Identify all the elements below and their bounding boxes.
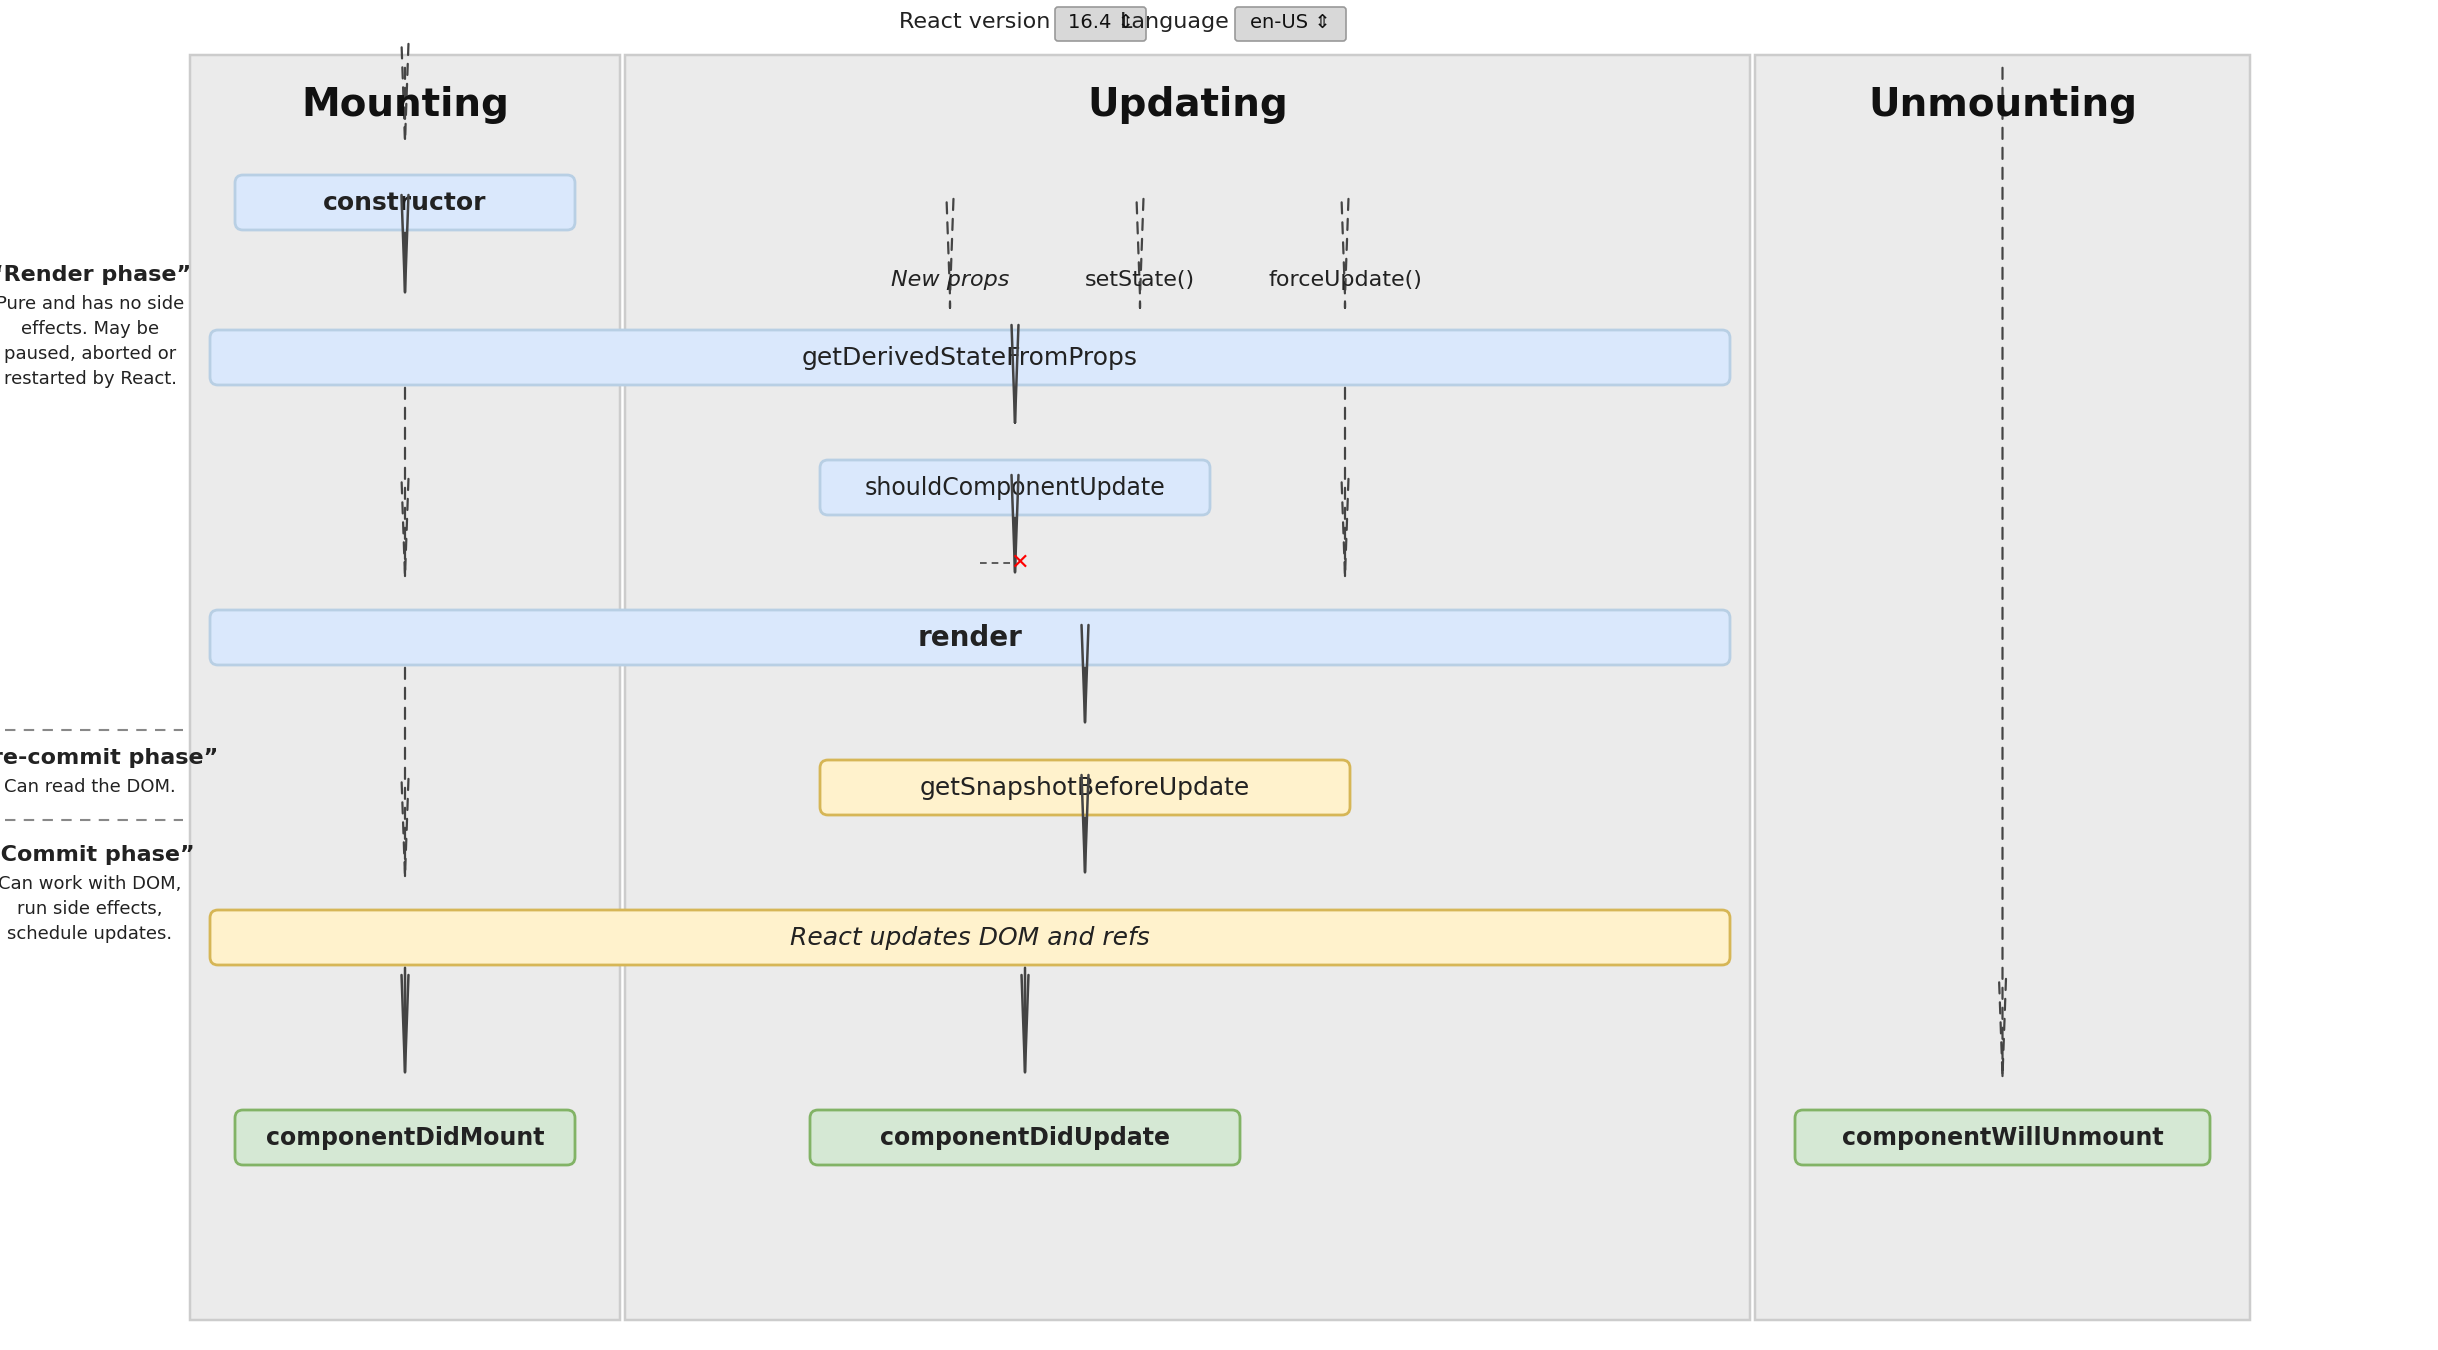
FancyBboxPatch shape <box>624 55 1750 1320</box>
Text: componentDidMount: componentDidMount <box>266 1126 544 1149</box>
FancyBboxPatch shape <box>1236 7 1346 40</box>
Text: shouldComponentUpdate: shouldComponentUpdate <box>865 475 1165 500</box>
Text: forceUpdate(): forceUpdate() <box>1268 270 1421 290</box>
FancyBboxPatch shape <box>190 55 619 1320</box>
Text: Pure and has no side
effects. May be
paused, aborted or
restarted by React.: Pure and has no side effects. May be pau… <box>0 296 185 387</box>
FancyBboxPatch shape <box>234 176 575 230</box>
FancyBboxPatch shape <box>1794 1110 2209 1165</box>
Text: Mounting: Mounting <box>300 86 510 124</box>
Text: ✕: ✕ <box>1009 552 1029 572</box>
Text: React updates DOM and refs: React updates DOM and refs <box>790 926 1151 949</box>
Text: render: render <box>917 624 1022 652</box>
FancyBboxPatch shape <box>1755 55 2250 1320</box>
Text: Language: Language <box>1119 12 1231 32</box>
Text: getSnapshotBeforeUpdate: getSnapshotBeforeUpdate <box>919 775 1251 799</box>
FancyBboxPatch shape <box>819 460 1209 514</box>
FancyBboxPatch shape <box>234 1110 575 1165</box>
Text: “Render phase”: “Render phase” <box>0 265 190 285</box>
Text: “Pre-commit phase”: “Pre-commit phase” <box>0 748 219 768</box>
Text: Can read the DOM.: Can read the DOM. <box>5 778 176 796</box>
FancyBboxPatch shape <box>809 1110 1241 1165</box>
Text: “Commit phase”: “Commit phase” <box>0 845 195 865</box>
Text: React version: React version <box>900 12 1051 32</box>
Text: Unmounting: Unmounting <box>1868 86 2138 124</box>
FancyBboxPatch shape <box>1056 7 1146 40</box>
FancyBboxPatch shape <box>819 760 1351 815</box>
Text: Can work with DOM,
run side effects,
schedule updates.: Can work with DOM, run side effects, sch… <box>0 875 183 944</box>
FancyBboxPatch shape <box>210 329 1731 385</box>
FancyBboxPatch shape <box>210 610 1731 666</box>
Text: getDerivedStateFromProps: getDerivedStateFromProps <box>802 346 1139 370</box>
Text: en-US ⇕: en-US ⇕ <box>1251 12 1331 31</box>
Text: constructor: constructor <box>324 190 488 215</box>
Text: componentWillUnmount: componentWillUnmount <box>1841 1126 2163 1149</box>
Text: Updating: Updating <box>1087 86 1287 124</box>
Text: 16.4 ⇕: 16.4 ⇕ <box>1068 12 1134 31</box>
FancyBboxPatch shape <box>210 910 1731 965</box>
Text: New props: New props <box>890 270 1009 290</box>
Text: setState(): setState() <box>1085 270 1195 290</box>
Text: componentDidUpdate: componentDidUpdate <box>880 1126 1170 1149</box>
